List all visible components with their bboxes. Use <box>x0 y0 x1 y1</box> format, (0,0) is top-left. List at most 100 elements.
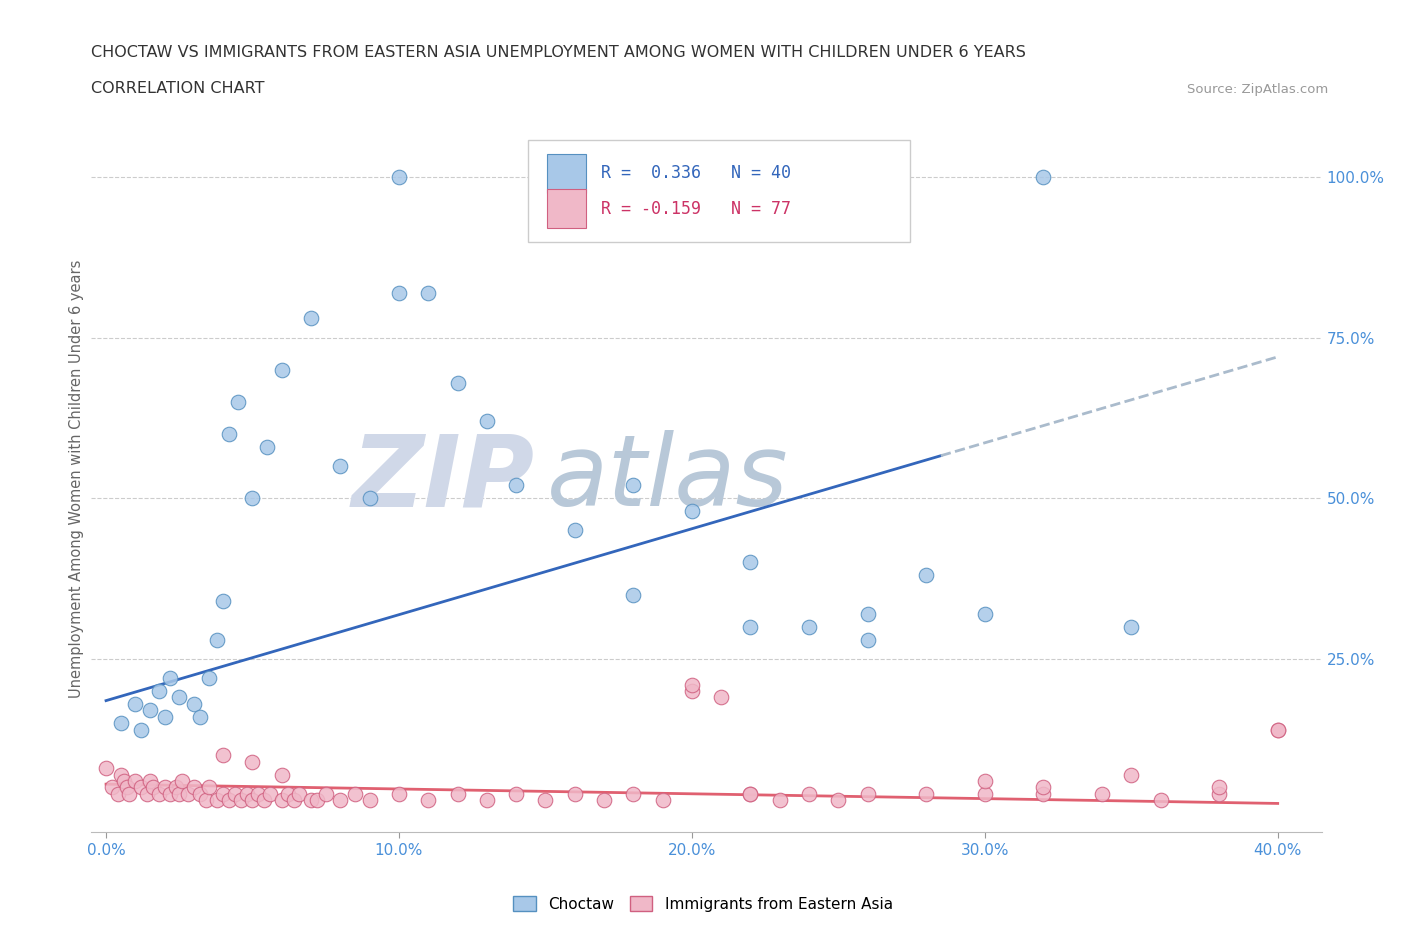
Point <box>242 491 264 506</box>
Point <box>183 780 205 795</box>
Point <box>388 787 411 802</box>
Point <box>856 632 879 647</box>
Point <box>329 458 352 473</box>
Point <box>564 787 586 802</box>
Y-axis label: Unemployment Among Women with Children Under 6 years: Unemployment Among Women with Children U… <box>69 259 84 698</box>
Point <box>153 710 176 724</box>
Point <box>94 761 117 776</box>
Point <box>856 787 879 802</box>
Point <box>148 684 170 698</box>
Point <box>270 767 292 782</box>
Text: R =  0.336   N = 40: R = 0.336 N = 40 <box>600 165 790 182</box>
Point <box>299 311 322 325</box>
Point <box>475 414 498 429</box>
Point <box>148 787 170 802</box>
Point <box>1032 780 1054 795</box>
Point <box>142 780 165 795</box>
Point <box>915 787 938 802</box>
Point <box>299 792 322 807</box>
Text: ZIP: ZIP <box>352 431 534 527</box>
Point <box>165 780 187 795</box>
Point <box>651 792 673 807</box>
Point <box>177 787 200 802</box>
Point <box>242 754 264 769</box>
Point <box>1267 722 1289 737</box>
Point <box>197 671 219 685</box>
Point <box>973 787 995 802</box>
Point <box>769 792 792 807</box>
Point <box>740 619 762 634</box>
Point <box>188 710 211 724</box>
Point <box>247 787 270 802</box>
Point <box>188 787 211 802</box>
Point <box>343 787 366 802</box>
Point <box>124 774 146 789</box>
Point <box>118 787 141 802</box>
Point <box>973 774 995 789</box>
Text: atlas: atlas <box>547 431 789 527</box>
Point <box>270 792 292 807</box>
Bar <box>547 153 586 193</box>
Point <box>1091 787 1114 802</box>
Point <box>505 787 527 802</box>
Point <box>446 375 468 390</box>
Point <box>1267 722 1289 737</box>
Point <box>159 671 181 685</box>
Point <box>115 780 138 795</box>
Point <box>288 787 311 802</box>
Point <box>305 792 328 807</box>
Text: Source: ZipAtlas.com: Source: ZipAtlas.com <box>1188 83 1329 96</box>
Text: CORRELATION CHART: CORRELATION CHART <box>91 81 264 96</box>
Point <box>129 780 152 795</box>
Point <box>283 792 305 807</box>
Point <box>110 716 132 731</box>
Text: R = -0.159   N = 77: R = -0.159 N = 77 <box>600 200 790 218</box>
Point <box>194 792 217 807</box>
Point <box>315 787 337 802</box>
Point <box>139 774 162 789</box>
Point <box>1208 780 1230 795</box>
Point <box>797 787 820 802</box>
Point <box>112 774 135 789</box>
Point <box>124 697 146 711</box>
Point <box>107 787 129 802</box>
Point <box>197 780 219 795</box>
Point <box>740 787 762 802</box>
Point <box>505 478 527 493</box>
Point <box>621 787 644 802</box>
Point <box>329 792 352 807</box>
Point <box>159 787 181 802</box>
Point <box>740 787 762 802</box>
Point <box>621 587 644 602</box>
Point <box>1208 787 1230 802</box>
Point <box>235 787 257 802</box>
Point <box>169 787 191 802</box>
Point <box>172 774 194 789</box>
Point <box>710 690 733 705</box>
Point <box>681 684 703 698</box>
Legend: Choctaw, Immigrants from Eastern Asia: Choctaw, Immigrants from Eastern Asia <box>508 889 898 918</box>
Point <box>446 787 468 802</box>
Point <box>856 606 879 621</box>
Point <box>207 792 229 807</box>
Point <box>229 792 252 807</box>
Point <box>169 690 191 705</box>
Point <box>359 792 381 807</box>
Point <box>224 787 246 802</box>
Point <box>418 286 440 300</box>
Point <box>101 780 124 795</box>
Point <box>388 169 411 184</box>
Point <box>1121 619 1143 634</box>
Point <box>388 286 411 300</box>
Point <box>153 780 176 795</box>
Point <box>418 792 440 807</box>
Point <box>593 792 616 807</box>
Point <box>129 722 152 737</box>
Point <box>136 787 159 802</box>
Point <box>226 394 249 409</box>
Point <box>259 787 281 802</box>
Point <box>973 606 995 621</box>
Point <box>253 792 276 807</box>
Point <box>218 427 240 442</box>
Point <box>212 787 235 802</box>
